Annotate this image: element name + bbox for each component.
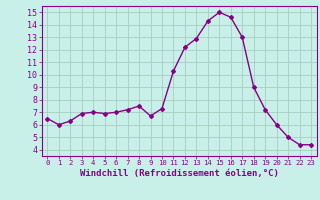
X-axis label: Windchill (Refroidissement éolien,°C): Windchill (Refroidissement éolien,°C) xyxy=(80,169,279,178)
